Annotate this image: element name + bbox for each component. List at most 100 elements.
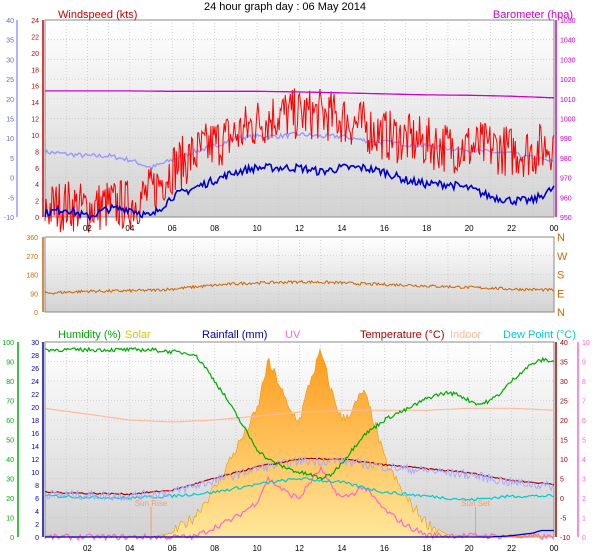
temperature-tick-label: 35 [560, 360, 568, 367]
temperature-tick-label: 30 [560, 379, 568, 386]
kmh-tick-label: -5 [8, 195, 14, 202]
kts-tick-label: 24 [31, 18, 39, 25]
kts-tick-label: 4 [35, 182, 39, 189]
rainfall-tick-label: 8 [35, 483, 39, 490]
kmh-tick-label: -10 [4, 215, 14, 222]
humidity-tick-label: 0 [10, 535, 14, 542]
barometer-tick-label: 980 [560, 156, 572, 163]
x-tick-label: 08 [210, 544, 219, 553]
chart-title: 24 hour graph day : 06 May 2014 [204, 1, 366, 13]
legend-item: Dew Point (°C) [503, 329, 576, 341]
x-tick-label: 18 [422, 544, 431, 553]
x-tick-label: 22 [507, 224, 516, 233]
barometer-tick-label: 1000 [560, 117, 576, 124]
kmh-tick-label: 15 [6, 117, 14, 124]
kmh-tick-label: 40 [6, 18, 14, 25]
humidity-tick-label: 20 [6, 496, 14, 503]
rainfall-tick-label: 6 [35, 496, 39, 503]
rainfall-tick-label: 30 [31, 340, 39, 347]
rainfall-tick-label: 22 [31, 392, 39, 399]
rainfall-tick-label: 4 [35, 509, 39, 516]
legend-item: Temperature (°C) [360, 329, 444, 341]
kmh-tick-label: 35 [6, 38, 14, 45]
uv-tick-label: 9 [582, 360, 586, 367]
rainfall-tick-label: 14 [31, 444, 39, 451]
uv-tick-label: 6 [582, 418, 586, 425]
uv-tick-label: 3 [582, 477, 586, 484]
winddir-tick-label: 0 [34, 310, 38, 317]
rainfall-tick-label: 24 [31, 379, 39, 386]
temperature-tick-label: 10 [560, 457, 568, 464]
x-tick-label: 08 [210, 224, 219, 233]
x-tick-label: 20 [465, 224, 474, 233]
barometer-tick-label: 1040 [560, 38, 576, 45]
kmh-tick-label: 30 [6, 57, 14, 64]
compass-letter: N [557, 307, 565, 319]
kts-tick-label: 10 [31, 133, 39, 140]
rainfall-tick-label: 20 [31, 405, 39, 412]
rainfall-tick-label: 0 [35, 535, 39, 542]
kts-tick-label: 16 [31, 84, 39, 91]
kmh-tick-label: 0 [10, 176, 14, 183]
kmh-tick-label: 20 [6, 97, 14, 104]
compass-letter: E [557, 288, 564, 300]
compass-letter: N [557, 232, 565, 244]
temperature-tick-label: 0 [560, 496, 564, 503]
temperature-tick-label: 40 [560, 340, 568, 347]
series-windspeed [44, 88, 555, 233]
barometer-tick-label: 950 [560, 215, 572, 222]
x-tick-label: 00 [550, 224, 559, 233]
temperature-tick-label: 5 [560, 477, 564, 484]
kts-tick-label: 8 [35, 149, 39, 156]
uv-tick-label: 7 [582, 399, 586, 406]
temperature-tick-label: 20 [560, 418, 568, 425]
barometer-tick-label: 990 [560, 136, 572, 143]
x-tick-label: 22 [507, 544, 516, 553]
series-humidity [44, 346, 555, 481]
kts-tick-label: 22 [31, 34, 39, 41]
winddir-tick-label: 360 [26, 235, 38, 242]
barometer-tick-label: 1020 [560, 77, 576, 84]
temperature-tick-label: 25 [560, 399, 568, 406]
rainfall-tick-label: 18 [31, 418, 39, 425]
uv-tick-label: 1 [582, 516, 586, 523]
rainfall-tick-label: 12 [31, 457, 39, 464]
x-tick-label: 14 [337, 224, 346, 233]
rainfall-tick-label: 16 [31, 431, 39, 438]
legend-item: UV [285, 329, 301, 341]
x-tick-label: 00 [550, 544, 559, 553]
barometer-axis-title: Barometer (hpa) [493, 9, 573, 21]
kts-tick-label: 0 [35, 215, 39, 222]
compass-letter: W [557, 251, 568, 263]
barometer-tick-label: 1050 [560, 18, 576, 25]
humidity-tick-label: 30 [6, 477, 14, 484]
uv-tick-label: 2 [582, 496, 586, 503]
x-tick-label: 14 [337, 544, 346, 553]
series-indoor [44, 407, 555, 423]
legend-item: Solar [125, 329, 151, 341]
winddir-tick-label: 90 [30, 291, 38, 298]
temperature-tick-label: 15 [560, 438, 568, 445]
barometer-tick-label: 1030 [560, 57, 576, 64]
x-tick-label: 04 [125, 544, 134, 553]
humidity-tick-label: 100 [2, 340, 14, 347]
kts-tick-label: 2 [35, 199, 39, 206]
humidity-tick-label: 60 [6, 418, 14, 425]
compass-letter: S [557, 270, 564, 282]
legend-item: Indoor [450, 329, 482, 341]
uv-tick-label: 4 [582, 457, 586, 464]
rainfall-tick-label: 10 [31, 470, 39, 477]
x-tick-label: 10 [253, 224, 262, 233]
x-tick-label: 06 [168, 544, 177, 553]
uv-tick-label: 10 [582, 340, 590, 347]
x-tick-label: 20 [465, 544, 474, 553]
kmh-tick-label: 10 [6, 136, 14, 143]
kmh-tick-label: 25 [6, 77, 14, 84]
series-rainfall [45, 529, 554, 538]
kts-tick-label: 18 [31, 67, 39, 74]
legend-item: Rainfall (mm) [202, 329, 267, 341]
uv-tick-label: 0 [582, 535, 586, 542]
legend-item: Humidity (%) [58, 329, 121, 341]
